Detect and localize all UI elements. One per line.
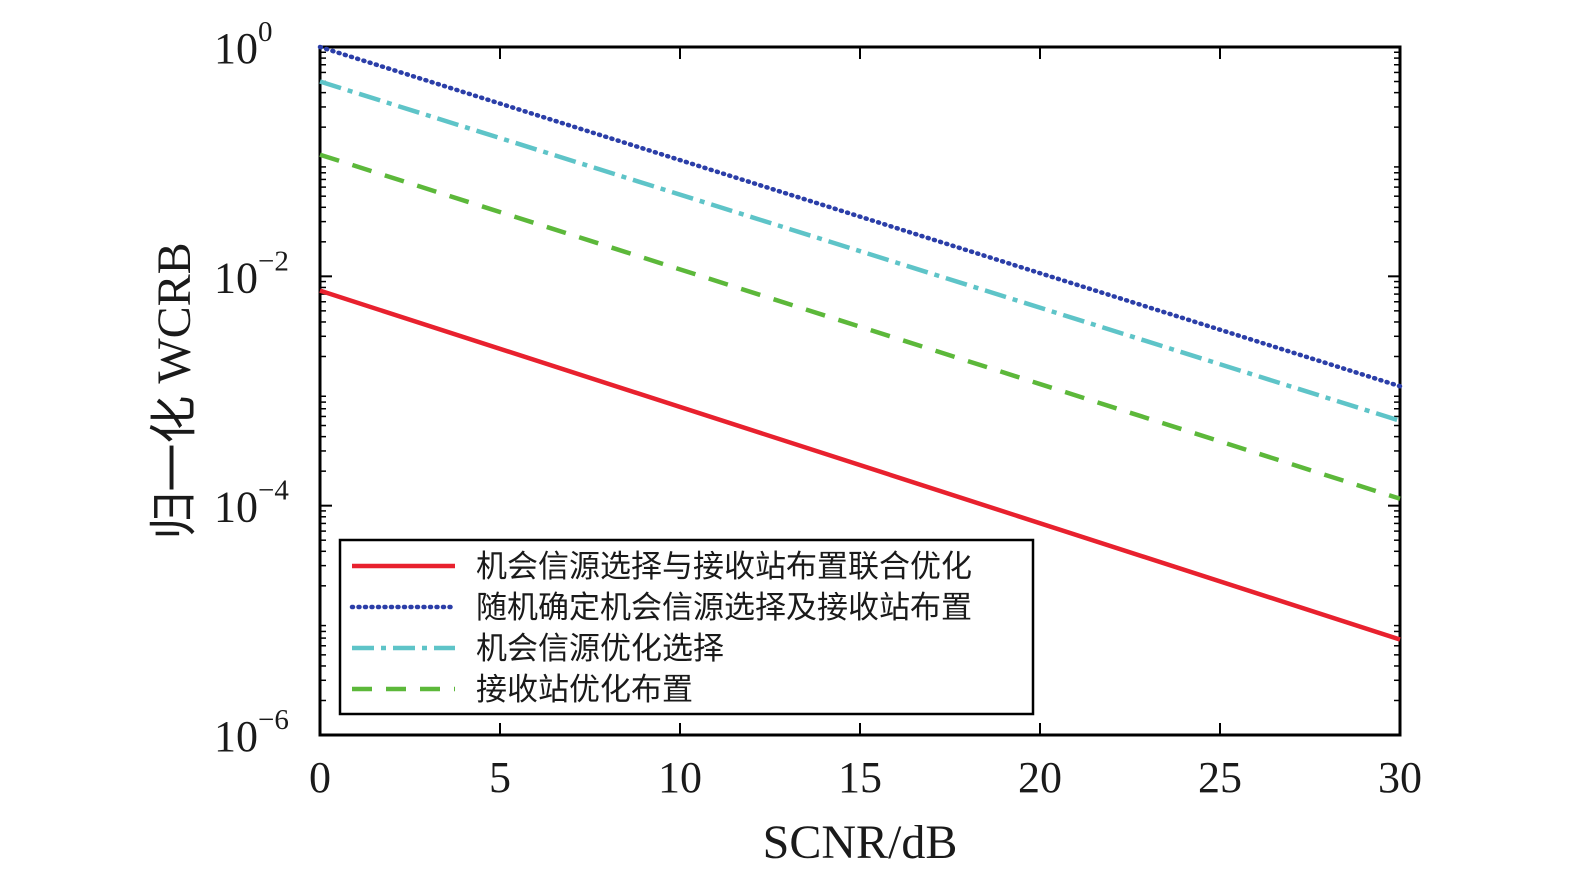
y-tick-exponent: −6 <box>258 704 289 736</box>
y-tick-label: 10 −2 <box>214 245 289 302</box>
y-tick-base: 10 <box>214 483 258 532</box>
y-tick-label: 10 −6 <box>214 704 289 761</box>
major-ticks <box>319 46 1401 736</box>
y-tick-exponent: −4 <box>258 475 289 507</box>
x-tick-labels: 0 5 10 15 20 25 30 <box>309 753 1422 802</box>
y-tick-base: 10 <box>214 712 258 761</box>
y-tick-exponent: 0 <box>258 16 273 48</box>
y-tick-exponent: −2 <box>258 245 289 277</box>
minor-ticks <box>320 51 1400 702</box>
x-tick-label: 15 <box>838 753 882 802</box>
legend-label-1: 机会信源选择与接收站布置联合优化 <box>476 549 972 585</box>
x-tick-label: 25 <box>1198 753 1242 802</box>
series-lines <box>317 44 1403 642</box>
y-tick-base: 10 <box>214 253 258 302</box>
x-tick-label: 5 <box>489 753 511 802</box>
series-line-3 <box>319 79 1401 423</box>
x-tick-label: 10 <box>658 753 702 802</box>
legend-label-2: 随机确定机会信源选择及接收站布置 <box>476 590 972 626</box>
y-tick-label: 10 −4 <box>214 475 289 532</box>
x-tick-label: 30 <box>1378 753 1422 802</box>
y-axis-title: 归一化 WCRB <box>148 242 201 539</box>
legend-box <box>338 538 1035 716</box>
series-line-2 <box>317 44 1403 389</box>
y-tick-base: 10 <box>214 24 258 73</box>
x-axis-title: SCNR/dB <box>763 816 958 869</box>
series-line-1 <box>319 288 1401 642</box>
legend-label-4: 接收站优化布置 <box>476 672 693 708</box>
legend-label-3: 机会信源优化选择 <box>476 631 724 667</box>
legend: 机会信源选择与接收站布置联合优化随机确定机会信源选择及接收站布置机会信源优化选择… <box>338 538 1035 716</box>
x-tick-label: 0 <box>309 753 331 802</box>
series-line-4 <box>319 152 1401 501</box>
x-tick-label: 20 <box>1018 753 1062 802</box>
y-tick-label: 10 0 <box>214 16 273 73</box>
